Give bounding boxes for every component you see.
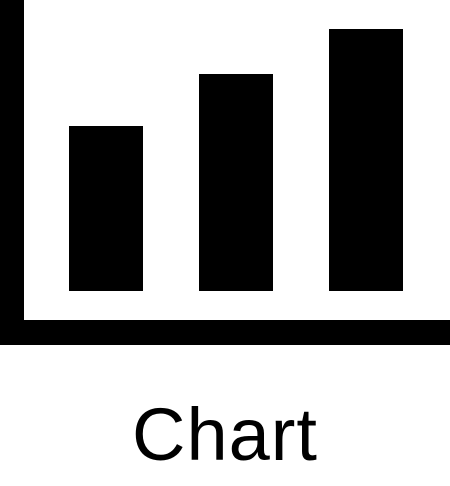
- chart-bar-1: [69, 126, 143, 291]
- chart-bar-3: [329, 29, 403, 291]
- icon-caption: Chart: [132, 393, 318, 476]
- bar-chart-icon: [0, 0, 450, 345]
- chart-bars: [69, 29, 403, 291]
- bar-chart-graphic: [0, 0, 450, 345]
- chart-axis-horizontal: [0, 320, 450, 345]
- chart-bar-2: [199, 74, 273, 291]
- chart-axis-vertical: [0, 0, 24, 345]
